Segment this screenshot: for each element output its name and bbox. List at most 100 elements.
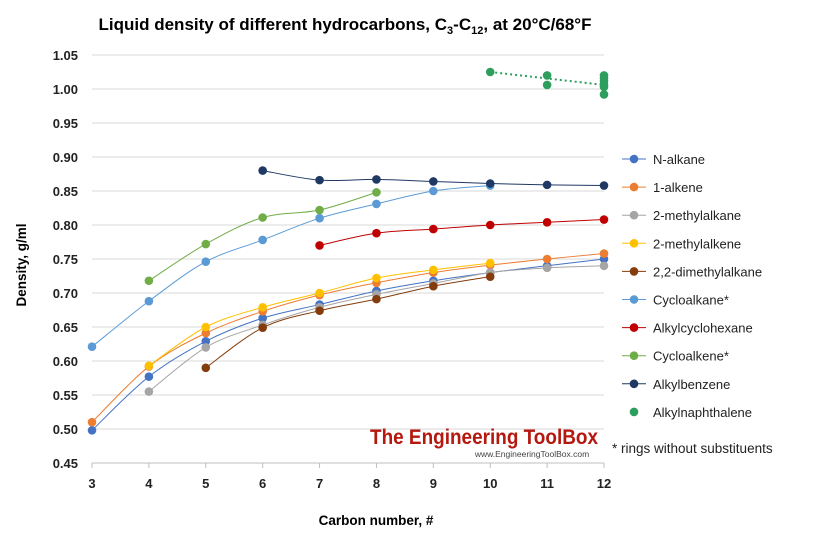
legend-label: 1-alkene: [653, 180, 703, 195]
data-point: [372, 200, 381, 209]
data-point: [258, 323, 267, 332]
y-tick-label: 0.80: [53, 218, 78, 233]
data-point: [600, 83, 609, 92]
data-point: [372, 188, 381, 197]
legend-label: Cycloalkane*: [653, 293, 729, 308]
x-tick-label: 6: [259, 476, 266, 491]
footnote: * rings without substituents: [612, 441, 773, 456]
legend-swatch-marker: [630, 267, 639, 276]
data-point: [315, 289, 324, 298]
y-tick-label: 0.95: [53, 116, 78, 131]
data-point: [258, 166, 267, 175]
legend-label: 2,2-dimethylalkane: [653, 264, 762, 279]
y-tick-label: 0.65: [53, 320, 78, 335]
series-line: [92, 186, 490, 347]
y-tick-label: 1.00: [53, 82, 78, 97]
data-point: [429, 187, 438, 196]
legend-label: 2-methylalkane: [653, 208, 741, 223]
data-point: [543, 181, 552, 190]
legend-item: Alkylbenzene: [622, 377, 730, 392]
data-point: [315, 176, 324, 185]
legend-swatch-marker: [630, 183, 639, 192]
data-point: [429, 225, 438, 234]
data-point: [543, 218, 552, 227]
data-point: [88, 342, 97, 351]
x-tick-label: 4: [145, 476, 153, 491]
series-9: [486, 68, 608, 99]
data-point: [600, 181, 609, 190]
legend-item: 2,2-dimethylalkane: [622, 264, 762, 279]
gridlines: [92, 55, 604, 429]
legend-label: Alkylbenzene: [653, 377, 730, 392]
series-1: [88, 249, 609, 426]
data-point: [315, 241, 324, 250]
data-point: [372, 274, 381, 283]
legend-item: Cycloalkene*: [622, 349, 729, 364]
data-point: [201, 240, 210, 249]
y-axis-title: Density, g/ml: [14, 223, 29, 306]
legend-swatch-marker: [630, 408, 639, 417]
legend-swatch-marker: [630, 239, 639, 248]
data-point: [486, 259, 495, 268]
data-point: [201, 323, 210, 332]
legend-item: 2-methylalkane: [622, 208, 741, 223]
series-4: [201, 272, 494, 372]
series-line: [320, 220, 604, 246]
data-point: [600, 249, 609, 258]
legend-item: 1-alkene: [622, 180, 703, 195]
data-point: [372, 175, 381, 184]
data-point: [543, 71, 552, 80]
data-point: [315, 214, 324, 223]
watermark-url: www.EngineeringToolBox.com: [474, 449, 589, 459]
x-tick-labels: 3 4 5 6 7 8 9 10 11 12: [88, 476, 611, 491]
y-tick-label: 1.05: [53, 48, 78, 63]
data-point: [258, 236, 267, 245]
legend-item: Alkylnaphthalene: [630, 405, 752, 420]
data-point: [145, 361, 154, 370]
series-0: [88, 255, 609, 435]
y-tick-labels: 0.450.500.550.600.650.700.750.800.850.90…: [53, 48, 78, 471]
data-point: [145, 387, 154, 396]
legend-swatch-marker: [630, 351, 639, 360]
series-line: [206, 277, 490, 368]
y-tick-label: 0.75: [53, 252, 78, 267]
data-point: [315, 206, 324, 215]
data-point: [201, 364, 210, 373]
legend-swatch-marker: [630, 295, 639, 304]
data-point: [429, 266, 438, 275]
y-tick-label: 0.85: [53, 184, 78, 199]
data-point: [486, 179, 495, 188]
legend-swatch-marker: [630, 380, 639, 389]
data-point: [88, 418, 97, 427]
series-6: [315, 215, 608, 249]
x-tick-label: 12: [597, 476, 611, 491]
y-tick-label: 0.60: [53, 354, 78, 369]
data-point: [145, 297, 154, 306]
legend-item: Cycloalkane*: [622, 293, 729, 308]
data-point: [543, 264, 552, 273]
legend-swatch-marker: [630, 211, 639, 220]
x-tick-label: 5: [202, 476, 209, 491]
data-point: [315, 306, 324, 315]
data-point: [600, 90, 609, 99]
x-tick-label: 11: [540, 476, 554, 491]
chart-title: Liquid density of different hydrocarbons…: [99, 15, 592, 37]
legend-item: Alkylcyclohexane: [622, 321, 753, 336]
legend-label: N-alkane: [653, 152, 705, 167]
data-point: [486, 272, 495, 281]
y-tick-label: 0.50: [53, 422, 78, 437]
y-tick-label: 0.55: [53, 388, 78, 403]
legend-label: Cycloalkene*: [653, 349, 729, 364]
y-tick-label: 0.90: [53, 150, 78, 165]
legend: N-alkane 1-alkene 2-methylalkane 2-methylal…: [622, 152, 762, 420]
data-point: [486, 68, 495, 77]
data-point: [600, 215, 609, 224]
data-point: [486, 221, 495, 230]
legend-item: 2-methylalkene: [622, 236, 741, 251]
data-point: [600, 262, 609, 271]
data-point: [372, 295, 381, 304]
watermark-title: The Engineering ToolBox: [370, 426, 598, 449]
y-tick-label: 0.45: [53, 456, 78, 471]
x-tick-label: 8: [373, 476, 380, 491]
